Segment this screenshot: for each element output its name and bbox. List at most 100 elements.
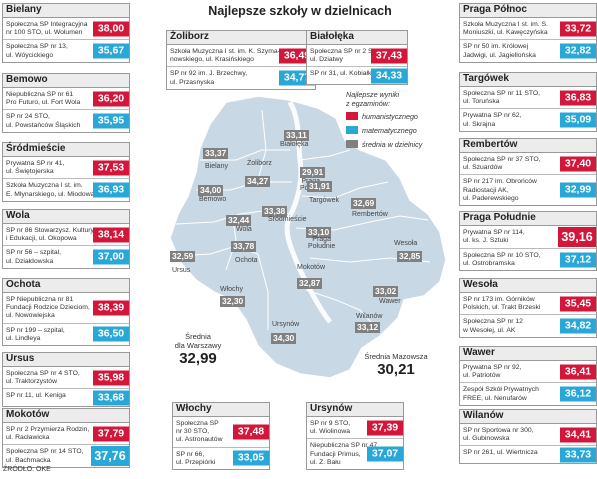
district-label-targowek: Targówek <box>309 197 339 204</box>
humanistic-row: Społeczna SP nr 30 STO, ul. Astronautów 37,… <box>173 417 269 448</box>
humanistic-row: Prywatna SP nr 92, ul. Patriotów 36,41 <box>460 361 596 384</box>
humanistic-score: 37,39 <box>367 420 403 436</box>
math-row: SP nr 92 im. J. Brzechwy, ul. Przasnyska 3… <box>167 67 315 88</box>
district-box-zoliborz: Żoliborz Szkoła Muzyczna I st. im. K. Szy… <box>166 30 316 90</box>
district-average-wlochy: 32,30 <box>220 296 246 307</box>
humanistic-score: 36,20 <box>93 91 129 107</box>
district-name: Mokotów <box>3 409 129 423</box>
school-name-line: Społeczna SP nr 11 STO, <box>463 90 541 97</box>
district-name: Żoliborz <box>167 31 315 45</box>
humanistic-score: 37,53 <box>93 160 129 176</box>
math-score: 37,07 <box>367 446 403 462</box>
school-name-line: Społeczna SP nr 10 STO, <box>463 252 541 259</box>
warsaw-average-label-1: Średnia <box>185 332 211 341</box>
school-name-line: ul. Patriotów <box>463 372 501 380</box>
source-note: ŹRÓDŁO: OKE <box>3 466 51 473</box>
school-name-line: ul. Powstańców Śląskich <box>6 121 81 129</box>
humanistic-row: Szkoła Muzyczna I st. im. K. Szyma-nowsk… <box>167 45 315 68</box>
math-row: SP nr 261, ul. Wiertnicza 33,73 <box>460 446 596 463</box>
school-name-line: ul. Traktorzystów <box>6 378 57 386</box>
school-name-line: nr 30 STO, <box>176 428 210 436</box>
school-name-line: Społeczna SP nr 37 STO, <box>463 156 541 163</box>
humanistic-school: Społeczna SP Integracyjna nr 100 STO, ul.… <box>3 18 129 39</box>
district-box-praga_pn: Praga Północ Szkoła Muzyczna I st. im. S.… <box>459 3 597 63</box>
school-name-line: Szkoła Muzyczna I st. im. K. Szyma- <box>170 48 280 55</box>
math-school: SP nr 199 – szpital, ul. Lindleya <box>3 324 129 345</box>
school-name-line: ul. Paderewskiego <box>463 194 519 202</box>
math-score: 32,99 <box>560 182 596 198</box>
math-school: Społeczna SP nr 14 STO, ul. Bachmacka <box>3 445 129 467</box>
humanistic-score: 38,39 <box>93 300 129 316</box>
school-name-line: Polskich, ul. Trakt Brzeski <box>463 304 541 312</box>
math-school: SP nr 11, ul. Keniga <box>3 389 129 406</box>
humanistic-school: Prywatna SP nr 114, ul. ks. J. Sztuki <box>460 226 596 248</box>
school-name-line: Społeczna SP nr 13, <box>6 43 68 51</box>
district-average-rembertow: 32,69 <box>351 198 377 209</box>
mazowsze-average-label: Średnia Mazowsza <box>364 352 428 361</box>
district-label-wesola: Wesoła <box>394 240 418 247</box>
district-box-wola: Wola SP nr 86 Stowarzysz. Kultury i Edukac… <box>2 209 130 269</box>
school-name-line: SP nr 56 – szpital, <box>6 249 62 257</box>
district-name: Praga Południe <box>460 212 596 226</box>
humanistic-school: Społeczna SP nr 4 STO, ul. Traktorzystów <box>3 367 129 388</box>
humanistic-school: SP Niepubliczna nr 81 Fundacji Rodzice Dz… <box>3 293 129 323</box>
school-name-line: ul. Bachmacka <box>6 456 51 464</box>
district-average-bielany: 33,37 <box>203 148 229 159</box>
math-score: 34,33 <box>371 68 407 84</box>
school-name-line: SP nr 50 im. Królowej <box>463 43 529 51</box>
district-label-bielany: Bielany <box>205 163 228 170</box>
humanistic-row: SP nr 9 STO, ul. Wiolinowa 37,39 <box>307 417 403 440</box>
district-name: Wola <box>3 210 129 224</box>
school-name-line: ul. Przasnyska <box>170 78 215 86</box>
humanistic-score: 36,41 <box>560 364 596 380</box>
math-school: Prywatna SP nr 62, ul. Skrajna <box>460 109 596 130</box>
school-name-line: ul. Astronautów <box>176 436 223 444</box>
school-name-line: SP nr 9 STO, <box>310 420 351 427</box>
math-row: SP nr 24 STO, ul. Powstańców Śląskich 35,9… <box>3 110 129 131</box>
humanistic-score: 37,48 <box>233 424 269 440</box>
district-box-ursynow: Ursynów SP nr 9 STO, ul. Wiolinowa 37,39 Nie… <box>306 402 404 471</box>
humanistic-row: SP Niepubliczna nr 81 Fundacji Rodzice Dz… <box>3 293 129 324</box>
district-average-wilanow: 33,12 <box>355 322 381 333</box>
humanistic-score: 37,43 <box>371 48 407 64</box>
school-name-line: FREE, ul. Nenufarów <box>463 394 527 402</box>
math-row: SP nr 66, ul. Przepiórki 33,05 <box>173 448 269 469</box>
math-score: 35,95 <box>93 113 129 129</box>
district-name: Bielany <box>3 4 129 18</box>
district-box-ochota: Ochota SP Niepubliczna nr 81 Fundacji Rodz… <box>2 278 130 347</box>
math-row: Społeczna SP nr 14 STO, ul. Bachmacka 37,7… <box>3 445 129 467</box>
district-average-ursynow: 34,30 <box>271 333 297 344</box>
district-box-mokotow: Mokotów SP nr 2 Przymierza Rodzin, ul. Rac… <box>2 408 130 469</box>
math-row: SP nr 217 im. Obrońców Radiostacji AK, ul.… <box>460 175 596 205</box>
school-name-line: ul. ks. J. Sztuki <box>463 237 509 245</box>
school-name-line: Pro Futuro, ul. Fort Wola <box>6 99 81 107</box>
district-name: Wesoła <box>460 279 596 293</box>
district-label-bialoleka: Białołęka <box>280 141 309 148</box>
school-name-line: Radiostacji AK, <box>463 186 509 194</box>
school-name-line: ul. Toruńska <box>463 98 500 106</box>
warsaw-average-value: 32,99 <box>179 350 217 367</box>
school-name-line: SP Niepubliczna nr 81 <box>6 296 74 303</box>
math-score: 37,76 <box>91 446 129 467</box>
math-row: Społeczna SP nr 10 STO, ul. Ostrobramska 3… <box>460 249 596 270</box>
humanistic-row: SP nr Sportowa nr 300, ul. Gubinowska 34,4… <box>460 424 596 447</box>
district-average-wola: 32,44 <box>226 215 252 226</box>
humanistic-school: Społeczna SP nr 37 STO, ul. Szuardów <box>460 153 596 174</box>
school-name-line: SP nr Sportowa nr 300, <box>463 427 534 434</box>
humanistic-school: SP nr 86 Stowarzysz. Kultury i Edukacji, … <box>3 224 129 245</box>
math-row: Zespół Szkół Prywatnych FREE, ul. Nenufar… <box>460 383 596 404</box>
school-name-line: Prywatna SP nr 114, <box>463 229 525 236</box>
humanistic-row: Społeczna SP nr 4 STO, ul. Traktorzystów 3… <box>3 367 129 390</box>
district-box-bialoleka: Białołęka Społeczna SP nr 2 STO, ul. Dziat… <box>306 30 408 86</box>
district-name: Praga Północ <box>460 4 596 18</box>
school-name-line: SP nr 199 – szpital, <box>6 326 65 334</box>
district-name: Ochota <box>3 279 129 293</box>
district-name: Targówek <box>460 73 596 87</box>
math-score: 36,50 <box>93 326 129 342</box>
school-name-line: nowskiego, ul. Krasińskiego <box>170 56 254 64</box>
school-name-line: ul. Wóycickiego <box>6 51 54 59</box>
district-label-ochota: Ochota <box>235 257 258 264</box>
school-name-line: SP nr 11, ul. Keniga <box>6 392 66 400</box>
district-label-wawer: Wawer <box>379 298 401 305</box>
school-name-line: Prywatna SP nr 92, <box>463 364 522 371</box>
